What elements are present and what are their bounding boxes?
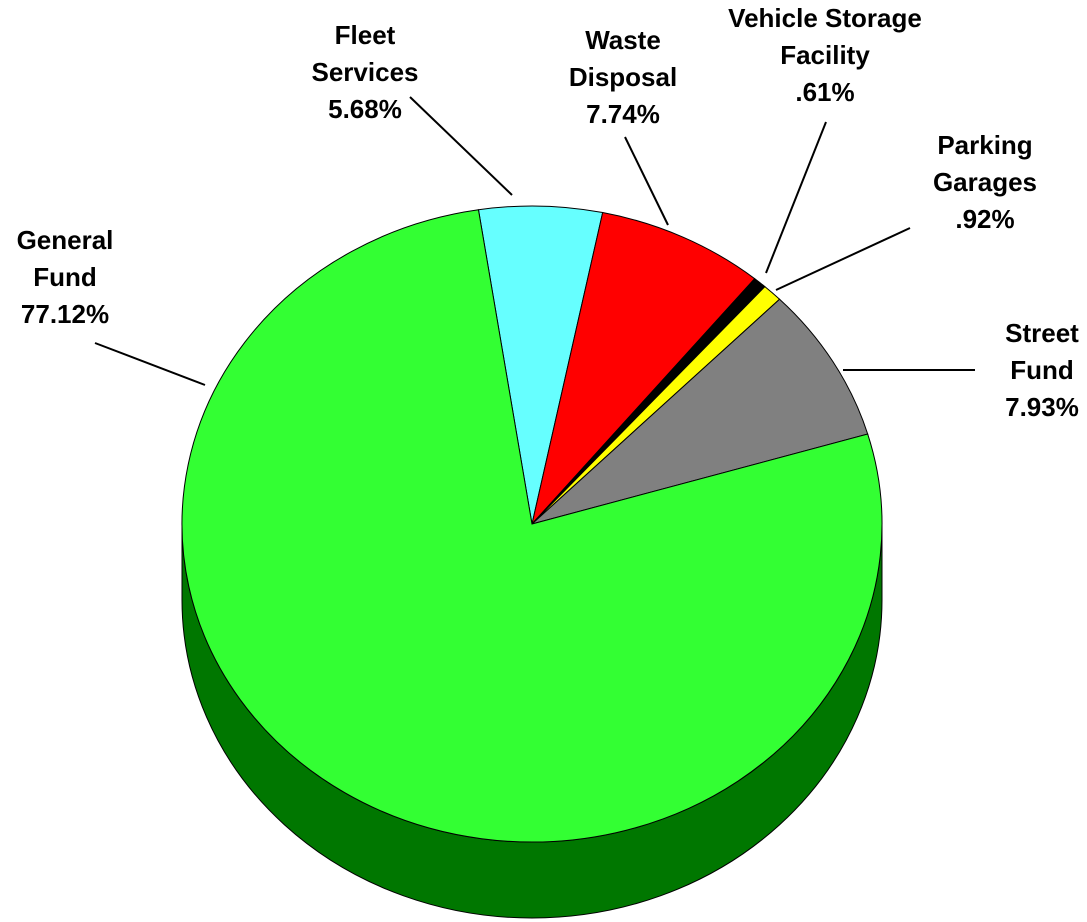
- leader-line: [409, 96, 513, 196]
- leader-line: [775, 227, 911, 291]
- leader-line: [94, 342, 206, 386]
- leader-line: [765, 121, 827, 274]
- slice-value: 7.93%: [1005, 392, 1079, 422]
- pie-slice: [531, 211, 756, 526]
- slice-label: Fleet Services 5.68%: [295, 17, 435, 128]
- pie-slice: [181, 209, 883, 843]
- slice-value: 7.74%: [586, 99, 660, 129]
- slice-value: .92%: [955, 204, 1015, 234]
- slice-name: Fleet Services: [311, 20, 419, 87]
- slice-label: Street Fund 7.93%: [992, 315, 1087, 426]
- slice-name: General Fund: [16, 225, 114, 292]
- pie-slice: [531, 298, 869, 525]
- slice-label: Parking Garages .92%: [910, 127, 1060, 238]
- slice-name: Street Fund: [1005, 318, 1079, 385]
- slice-value: 77.12%: [20, 299, 110, 329]
- pie-slice: [477, 205, 604, 525]
- slice-value: .61%: [795, 77, 855, 107]
- slice-label: General Fund 77.12%: [0, 222, 130, 333]
- slice-name: Vehicle Storage Facility: [728, 3, 922, 70]
- slice-name: Parking Garages: [932, 130, 1038, 197]
- slice-label: Waste Disposal 7.74%: [553, 22, 693, 133]
- leader-line: [624, 136, 669, 226]
- slice-value: 5.68%: [328, 94, 402, 124]
- slice-name: Waste Disposal: [568, 25, 678, 92]
- slice-label: Vehicle Storage Facility .61%: [695, 0, 955, 111]
